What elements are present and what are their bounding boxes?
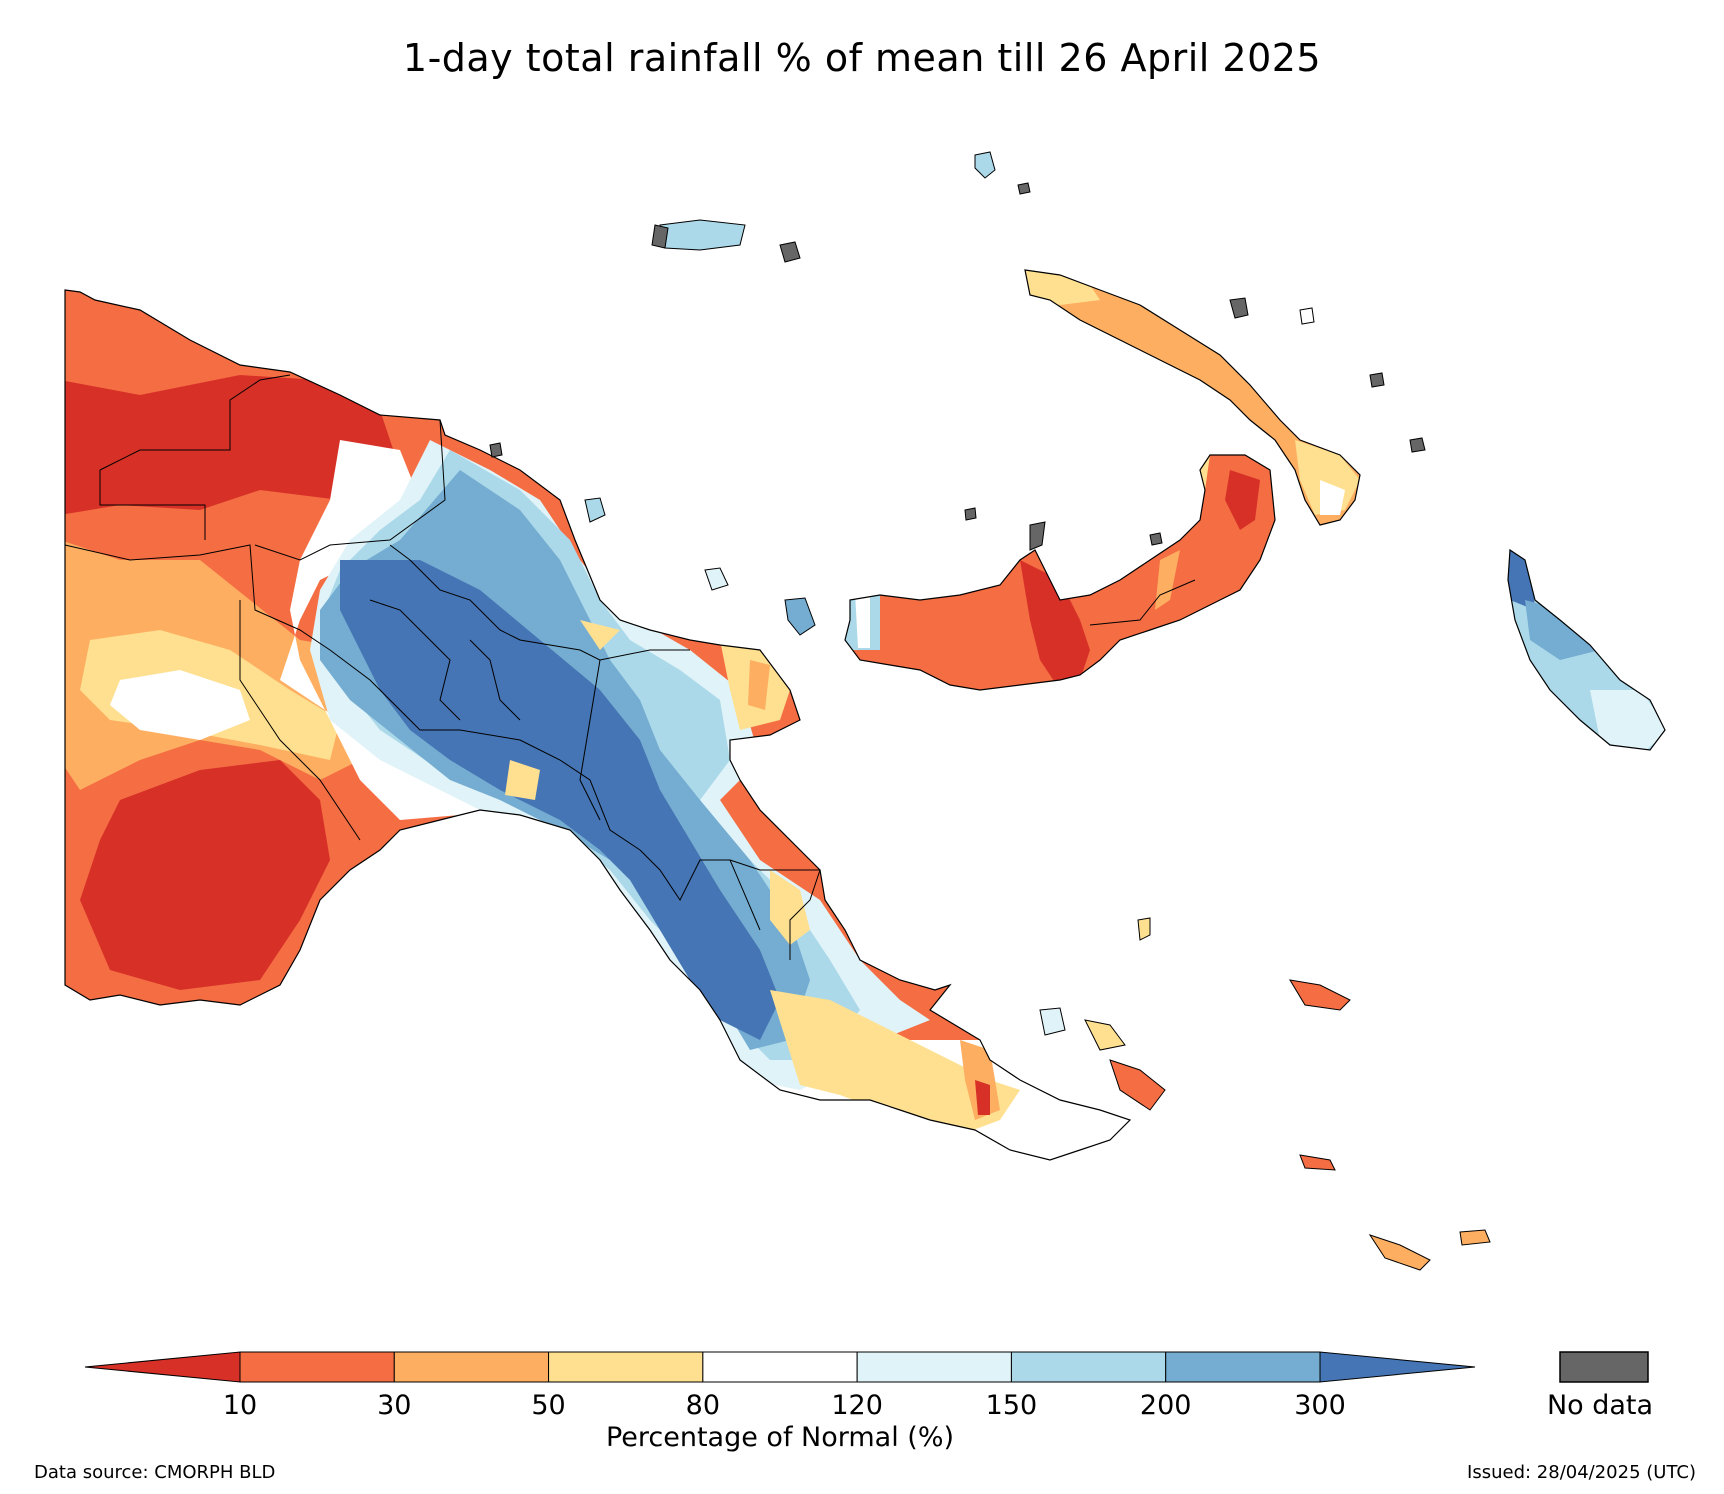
colorbar-tick-label: 300 — [1294, 1390, 1346, 1421]
new-britain-contours — [845, 455, 1275, 690]
colorbar-extend-high — [1319, 1351, 1476, 1383]
nodata-swatch — [1559, 1351, 1649, 1383]
colorbar-tick-label: 30 — [377, 1390, 412, 1421]
colorbar — [84, 1351, 1649, 1383]
issued-date: Issued: 28/04/2025 (UTC) — [1467, 1462, 1696, 1483]
rainfall-map — [64, 151, 1666, 1271]
colorbar-segment — [1010, 1351, 1167, 1383]
colorbar-tick-label: 150 — [985, 1390, 1038, 1421]
colorbar-extend-low — [84, 1351, 241, 1383]
colorbar-tick-label: 200 — [1139, 1390, 1192, 1421]
nodata-label: No data — [1546, 1390, 1654, 1421]
colorbar-tick-label: 80 — [685, 1390, 721, 1421]
colorbar-tick-label: 50 — [531, 1390, 566, 1421]
bougainville-contours — [1508, 550, 1665, 750]
province-boundaries — [64, 374, 1196, 960]
colorbar-tick-label: 10 — [222, 1390, 258, 1421]
data-source: Data source: CMORPH BLD — [34, 1462, 276, 1483]
colorbar-tick-label: 120 — [831, 1390, 883, 1421]
colorbar-segments — [84, 1351, 1476, 1383]
map-title: 1-day total rainfall % of mean till 26 A… — [402, 36, 1322, 80]
coastlines — [64, 269, 1666, 1161]
mainland-contours — [65, 290, 1130, 1135]
colorbar-segment — [1165, 1351, 1321, 1383]
colorbar-segment — [393, 1351, 550, 1383]
islands — [489, 151, 1491, 1271]
colorbar-segment — [702, 1351, 858, 1383]
colorbar-segment — [548, 1351, 704, 1383]
colorbar-segment — [856, 1351, 1012, 1383]
new-ireland-contours — [1025, 270, 1360, 525]
colorbar-segment — [239, 1351, 395, 1383]
colorbar-label: Percentage of Normal (%) — [605, 1422, 955, 1453]
